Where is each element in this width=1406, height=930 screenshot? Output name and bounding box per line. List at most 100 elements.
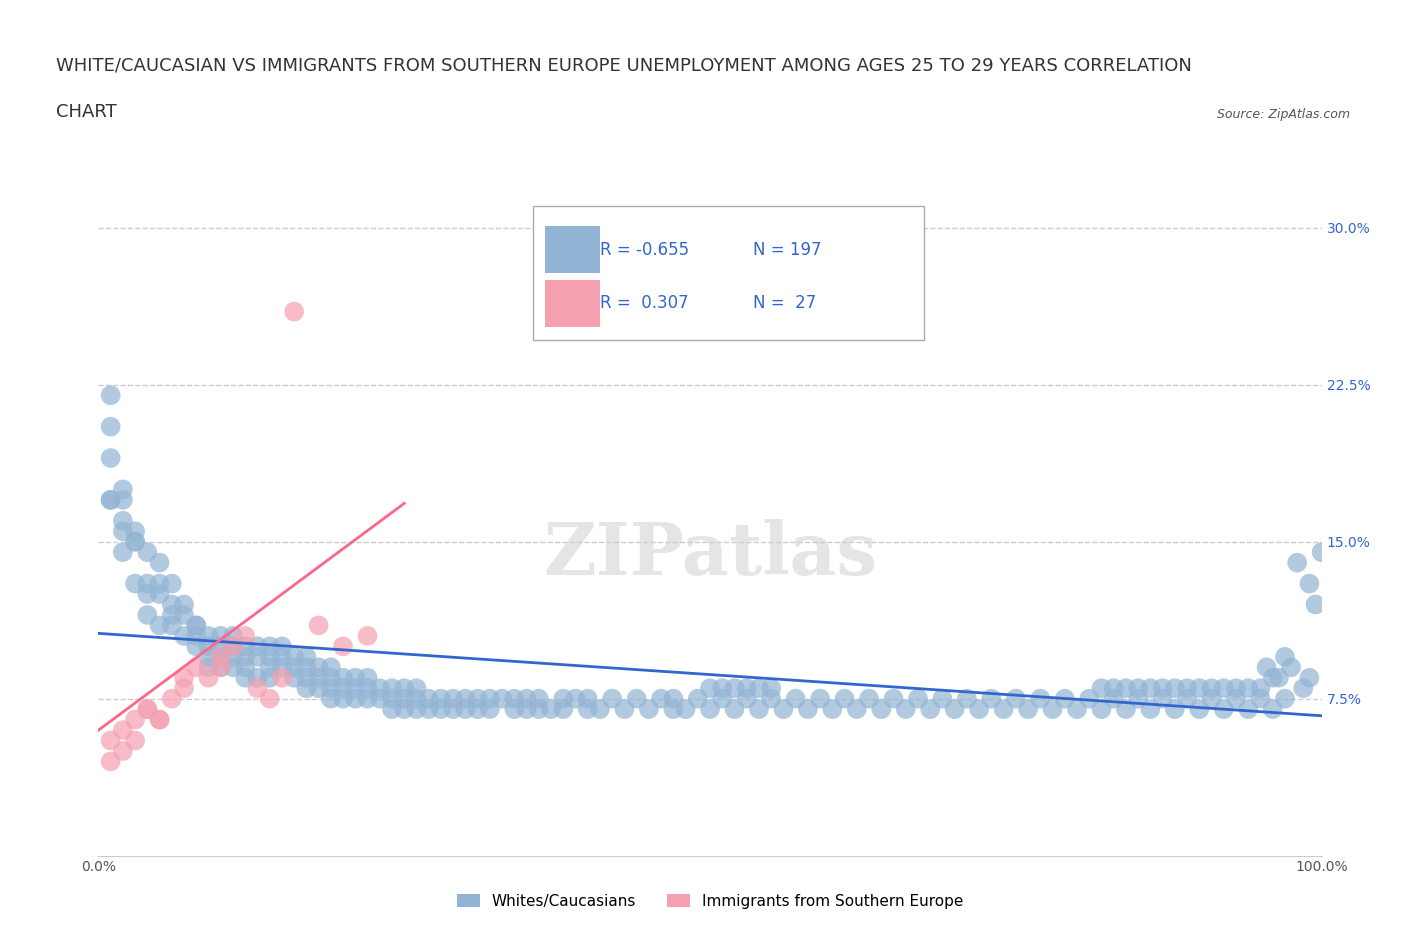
Point (772, 702, 794, 717)
Point (344, 671, 367, 685)
Point (711, 681, 734, 696)
Point (308, 660, 330, 675)
Point (430, 691, 453, 706)
Point (1279, 660, 1302, 675)
Point (344, 681, 367, 696)
Point (136, 577, 159, 591)
Point (149, 587, 172, 602)
Point (124, 535, 146, 550)
Point (1274, 691, 1296, 706)
Point (111, 524, 134, 538)
Point (233, 660, 256, 675)
Point (332, 681, 354, 696)
Point (808, 691, 831, 706)
Point (761, 691, 783, 706)
Point (1201, 691, 1223, 706)
Point (626, 691, 648, 706)
Point (589, 702, 612, 717)
Point (283, 660, 305, 675)
Point (209, 649, 232, 664)
Point (1225, 681, 1247, 696)
Point (1256, 660, 1278, 675)
Point (100, 493, 122, 508)
Point (931, 691, 953, 706)
Point (467, 702, 489, 717)
Point (233, 639, 256, 654)
Point (1298, 671, 1320, 685)
Point (515, 691, 537, 706)
Point (1066, 702, 1088, 717)
Point (100, 419, 122, 434)
Point (259, 639, 281, 654)
Point (197, 639, 219, 654)
Point (600, 691, 623, 706)
Point (993, 702, 1015, 717)
Point (160, 691, 183, 706)
Point (1090, 702, 1112, 717)
Point (907, 691, 929, 706)
Point (149, 618, 172, 633)
Point (735, 681, 758, 696)
Point (332, 639, 354, 654)
Point (209, 649, 232, 664)
Point (1115, 681, 1137, 696)
Point (233, 649, 256, 664)
Point (1305, 597, 1327, 612)
Point (319, 671, 342, 685)
Point (136, 587, 159, 602)
Point (1175, 681, 1198, 696)
Point (454, 702, 477, 717)
Point (405, 702, 427, 717)
Point (136, 702, 159, 717)
Point (173, 597, 195, 612)
Point (1152, 691, 1174, 706)
Point (1298, 577, 1320, 591)
Point (136, 702, 159, 717)
Point (246, 649, 269, 664)
Point (858, 691, 880, 706)
Point (1274, 649, 1296, 664)
Point (1188, 681, 1211, 696)
Text: R = -0.655: R = -0.655 (600, 241, 689, 259)
Point (295, 649, 318, 664)
Point (943, 702, 966, 717)
Point (1188, 702, 1211, 717)
Point (540, 702, 562, 717)
Point (356, 671, 378, 685)
Point (222, 639, 245, 654)
Point (149, 712, 172, 727)
Point (173, 607, 195, 622)
Point (748, 702, 770, 717)
Point (441, 702, 464, 717)
Point (1237, 702, 1260, 717)
Point (136, 545, 159, 560)
Point (197, 671, 219, 685)
Text: WHITE/CAUCASIAN VS IMMIGRANTS FROM SOUTHERN EUROPE UNEMPLOYMENT AMONG AGES 25 TO: WHITE/CAUCASIAN VS IMMIGRANTS FROM SOUTH… (56, 57, 1192, 74)
Point (553, 702, 575, 717)
Point (1175, 691, 1198, 706)
Point (883, 691, 905, 706)
Point (209, 629, 232, 644)
Point (270, 639, 294, 654)
Point (356, 681, 378, 696)
Point (124, 524, 146, 538)
Point (295, 671, 318, 685)
Point (699, 702, 721, 717)
Point (124, 577, 146, 591)
Point (295, 681, 318, 696)
Point (124, 712, 146, 727)
Point (1286, 555, 1309, 570)
Point (785, 691, 807, 706)
Point (308, 618, 330, 633)
Point (1261, 702, 1284, 717)
Point (723, 702, 745, 717)
Point (197, 649, 219, 664)
FancyBboxPatch shape (546, 280, 600, 326)
Point (527, 691, 550, 706)
Point (344, 691, 367, 706)
Point (259, 649, 281, 664)
Point (332, 691, 354, 706)
Point (283, 304, 305, 319)
Point (368, 681, 391, 696)
Point (381, 702, 404, 717)
